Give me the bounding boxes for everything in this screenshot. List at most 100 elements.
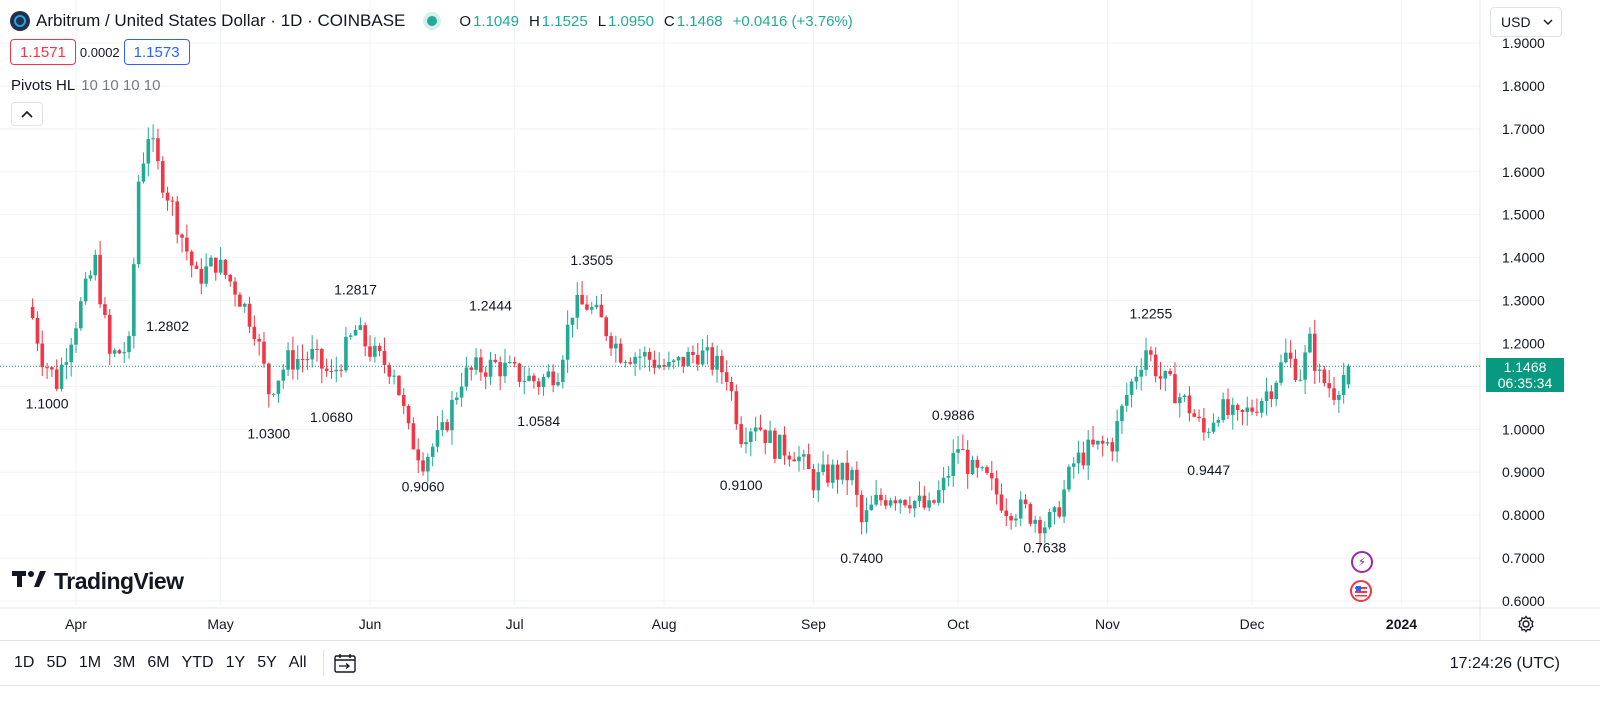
candle-body <box>286 350 290 370</box>
indicator-legend[interactable]: Pivots HL 10 10 10 10 <box>11 77 160 94</box>
sell-price-button[interactable]: 1.1571 <box>10 39 76 65</box>
buy-price-button[interactable]: 1.1573 <box>123 39 190 65</box>
candle-body <box>435 430 440 447</box>
candle-body <box>141 163 146 182</box>
candle-body <box>1182 395 1187 398</box>
y-tick-label: 0.7000 <box>1502 550 1545 566</box>
pivot-label: 0.9100 <box>720 477 763 493</box>
candle-body <box>233 281 237 295</box>
pivot-label: 1.2255 <box>1129 306 1172 322</box>
candle-body <box>1100 440 1105 444</box>
candle-body <box>107 314 112 354</box>
candle-body <box>1226 399 1230 415</box>
candle-body <box>667 362 671 367</box>
close-value: C 1.1468 <box>663 12 723 30</box>
candle-body <box>691 351 695 355</box>
timeframe-1y[interactable]: 1Y <box>225 654 246 671</box>
lightning-event-icon[interactable]: ⚡ <box>1351 551 1373 573</box>
candle-body <box>483 372 488 377</box>
candle-body <box>175 201 180 235</box>
tradingview-logo[interactable]: TradingView <box>12 568 184 595</box>
pivot-label: 0.9447 <box>1187 462 1230 478</box>
market-status-dot-icon[interactable] <box>427 16 438 26</box>
candle-body <box>69 344 73 363</box>
candle-body <box>893 500 898 504</box>
candle-body <box>228 274 233 282</box>
candle-body <box>267 363 271 395</box>
candle-body <box>213 257 218 273</box>
candle-body <box>363 325 367 347</box>
arbitrum-coin-icon <box>10 11 30 31</box>
timeframe-3m[interactable]: 3M <box>113 654 136 671</box>
pivot-label: 1.1000 <box>26 395 69 411</box>
spread-value: 0.0002 <box>79 44 120 60</box>
currency-selector[interactable]: USD <box>1490 7 1562 37</box>
candle-body <box>1168 370 1172 375</box>
candle-body <box>787 455 792 460</box>
timeframe-1d[interactable]: 1D <box>14 654 35 671</box>
candle-body <box>773 430 777 459</box>
candle-body <box>1038 519 1042 534</box>
candle-body <box>633 356 637 364</box>
candle-body <box>556 381 560 386</box>
candle-body <box>344 336 348 371</box>
candle-body <box>1153 354 1158 377</box>
candle-body <box>421 460 425 472</box>
candle-body <box>160 161 165 193</box>
chart-area[interactable]: 0.6000 0.7000 0.8000 0.9000 1.0000 1.1000 1.20… <box>0 0 1600 640</box>
us-flag-event-icon[interactable] <box>1350 580 1372 602</box>
candle-body <box>54 369 59 389</box>
candle-body <box>536 381 541 388</box>
currency-value: USD <box>1501 14 1531 30</box>
candle-body <box>103 304 107 315</box>
collapse-legend-button[interactable] <box>11 102 43 126</box>
candle-body <box>1004 510 1009 517</box>
candle-body <box>479 357 483 373</box>
candle-body <box>1337 394 1341 400</box>
symbol-legend[interactable]: Arbitrum / United States Dollar · 1D · C… <box>10 10 853 32</box>
candle-body <box>1341 374 1346 395</box>
symbol-title[interactable]: Arbitrum / United States Dollar · 1D · C… <box>36 11 406 30</box>
candle-body <box>541 377 546 388</box>
timeframe-ytd[interactable]: YTD <box>181 654 214 671</box>
candle-body <box>874 494 878 505</box>
candle-body <box>368 346 372 357</box>
candle-body <box>695 354 700 365</box>
candle-body <box>1274 382 1278 400</box>
candle-body <box>1269 391 1274 400</box>
calendar-range-icon[interactable] <box>332 650 358 676</box>
candle-body <box>1091 439 1095 445</box>
candle-body <box>416 449 421 461</box>
candle-body <box>681 356 686 367</box>
timeframe-1m[interactable]: 1M <box>78 654 102 671</box>
candle-body <box>223 259 228 275</box>
candle-body <box>252 326 257 339</box>
gear-icon[interactable] <box>1516 614 1536 634</box>
timeframe-5d[interactable]: 5D <box>46 654 67 671</box>
utc-clock[interactable]: 17:24:26 (UTC) <box>1449 655 1560 672</box>
candle-body <box>146 139 151 164</box>
x-tick-label: Nov <box>1095 616 1120 632</box>
candle-body <box>122 352 126 354</box>
candlestick-chart[interactable]: 0.6000 0.7000 0.8000 0.9000 1.0000 1.1000 1.20… <box>0 0 1600 640</box>
x-tick-label: Jun <box>359 616 382 632</box>
y-tick-label: 1.9000 <box>1502 35 1545 51</box>
candle-body <box>903 499 907 506</box>
chevron-down-icon <box>1543 19 1553 25</box>
candle-body <box>749 431 753 443</box>
candle-body <box>377 345 382 352</box>
candle-body <box>753 427 758 432</box>
timeframe-5y[interactable]: 5Y <box>257 654 277 671</box>
candle-body <box>1071 463 1076 467</box>
candle-body <box>570 317 575 325</box>
timeframe-all[interactable]: All <box>288 654 307 671</box>
candle-body <box>879 494 883 501</box>
candle-body <box>1158 376 1163 379</box>
candle-body <box>320 349 324 369</box>
candle-body <box>271 393 276 395</box>
ohlc-values: O 1.1049 H 1.1525 L 1.0950 C 1.1468 +0.0416 … <box>459 13 852 30</box>
last-price-value: 1.1468 <box>1503 359 1547 375</box>
timeframe-6m[interactable]: 6M <box>147 654 170 671</box>
candle-body <box>1312 333 1317 371</box>
indicator-name[interactable]: Pivots HL <box>11 77 76 94</box>
